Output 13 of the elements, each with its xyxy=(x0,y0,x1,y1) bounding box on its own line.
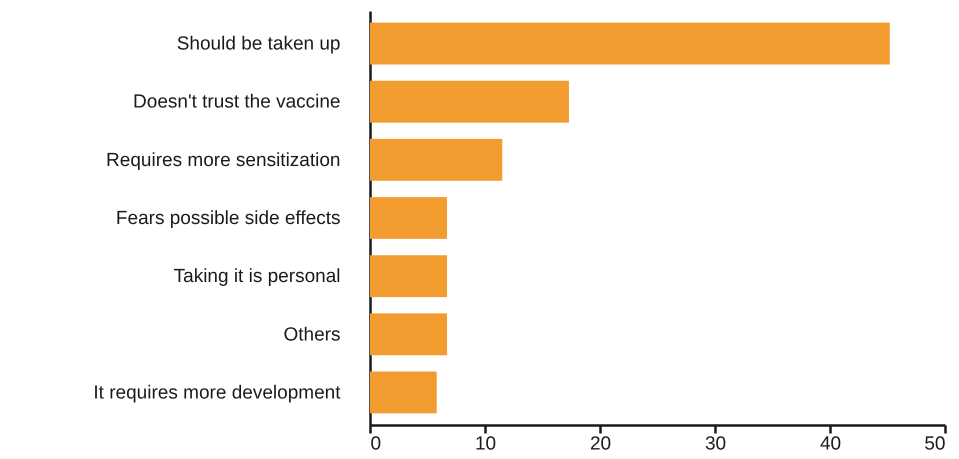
x-tick-label: 30 xyxy=(704,434,726,454)
y-tick-label: Fears possible side effects xyxy=(116,208,340,229)
x-tick-label: 20 xyxy=(590,434,612,454)
x-tick-label: 10 xyxy=(474,434,496,454)
x-tick-label: 0 xyxy=(370,434,382,454)
y-tick-label: It requires more development xyxy=(93,382,342,404)
x-tick-label: 40 xyxy=(820,434,842,454)
y-tick-label: Doesn't trust the vaccine xyxy=(133,92,340,113)
y-tick-label: Requires more sensitization xyxy=(106,150,340,171)
x-tick-label: 50 xyxy=(924,434,946,454)
y-tick-label: Taking it is personal xyxy=(174,266,340,288)
y-tick-label: Should be taken up xyxy=(176,34,340,55)
y-tick-label: Others xyxy=(283,324,340,346)
